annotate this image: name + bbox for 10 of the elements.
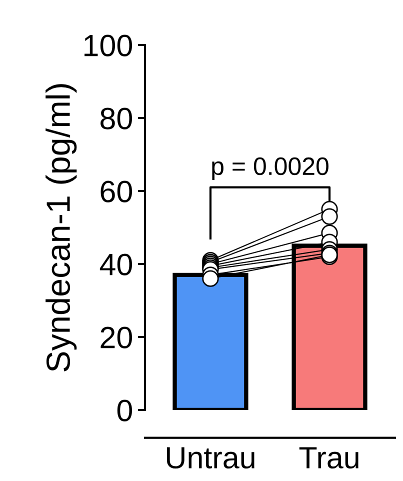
x-tick-label: Untrau (166, 447, 254, 469)
annotation: p = 0.0020 (212, 157, 328, 180)
y-tick-label: 60 (100, 180, 132, 202)
y-tick-label: 40 (100, 254, 132, 276)
y-tick-label: 100 (84, 34, 132, 56)
y-tick-label: 20 (100, 326, 132, 348)
y-tick-label: 0 (117, 400, 132, 422)
x-tick-label: Trau (299, 447, 358, 469)
y-tick-label: 80 (100, 108, 132, 130)
y-axis-title: Syndecan-1 (pg/ml) (46, 84, 77, 372)
